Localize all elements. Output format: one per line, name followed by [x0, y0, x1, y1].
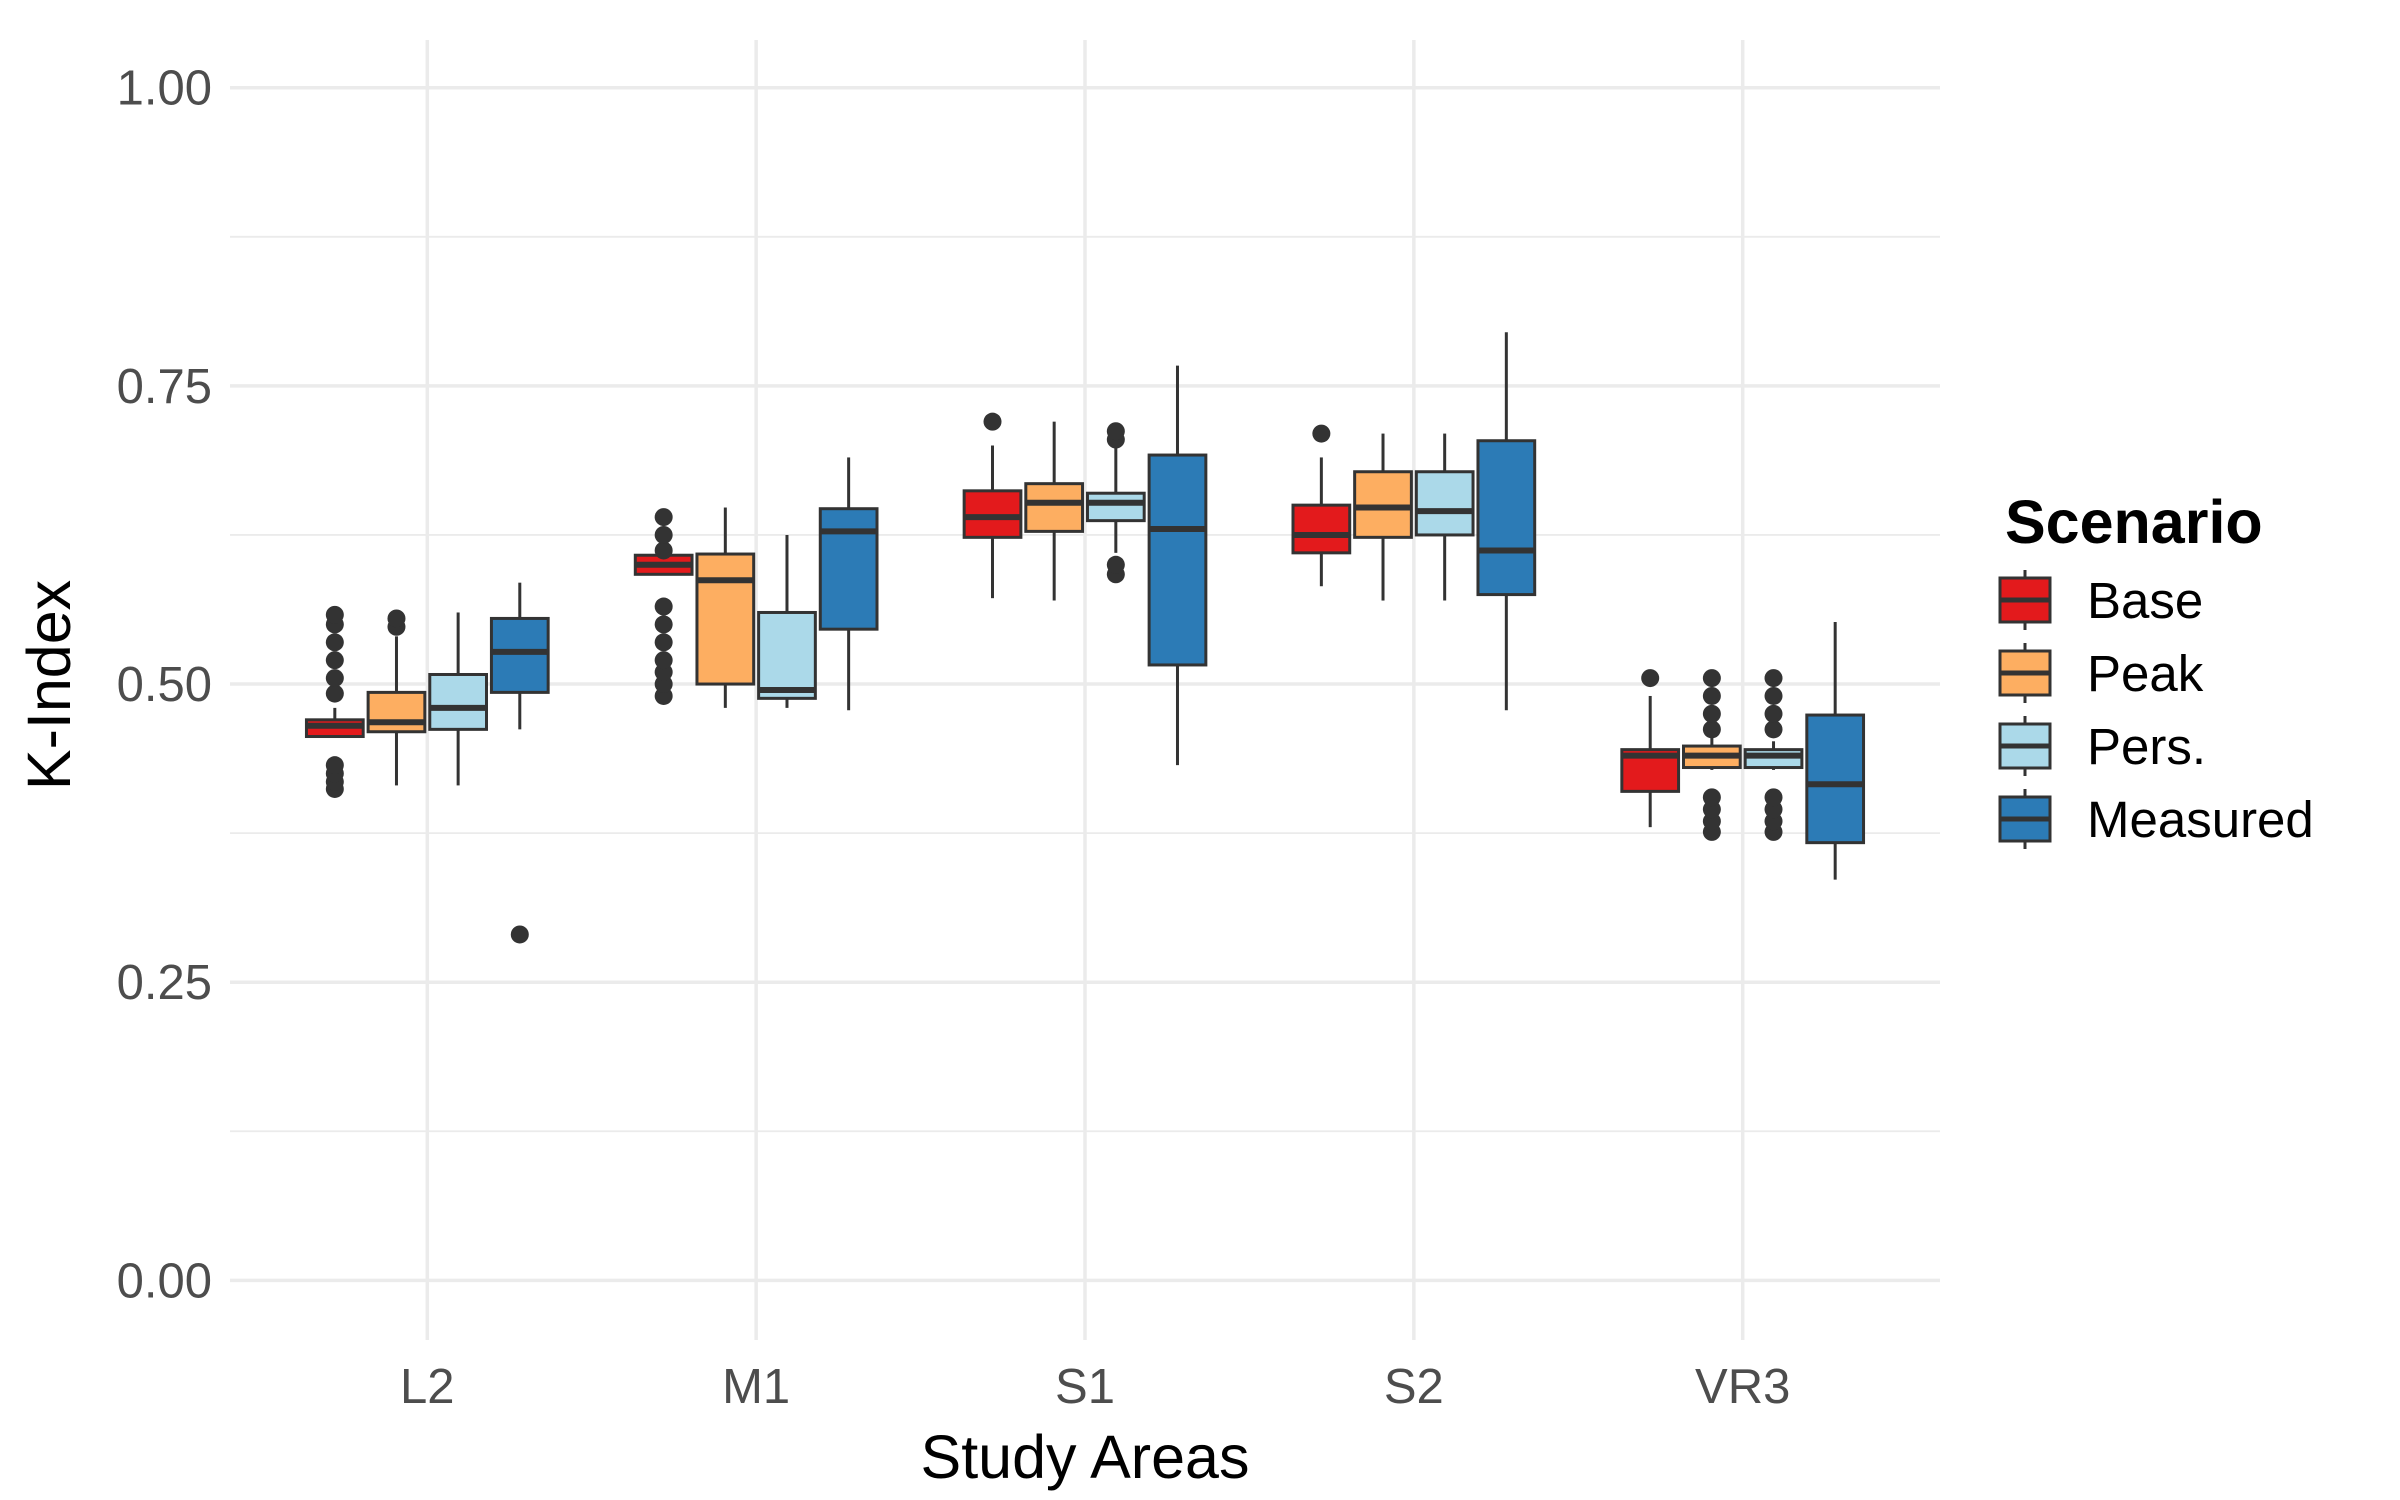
grid-lines	[230, 40, 1940, 1340]
outlier-point	[1764, 720, 1783, 739]
box-iqr	[757, 610, 817, 700]
outlier-point	[510, 925, 529, 944]
box-measured-s2	[1476, 332, 1537, 711]
outlier-point	[654, 525, 673, 544]
legend-item-base: Base	[1998, 570, 2203, 630]
y-tick-label: 0.00	[117, 1254, 212, 1308]
y-axis-title: K-Index	[15, 580, 83, 790]
box-measured-m1	[818, 457, 879, 711]
outlier-point	[654, 633, 673, 652]
x-axis-title: Study Areas	[921, 1423, 1250, 1491]
outlier-point	[1702, 788, 1721, 807]
outlier-point	[1702, 720, 1721, 739]
box-iqr	[1085, 491, 1146, 523]
x-tick-label: L2	[400, 1360, 455, 1414]
outlier-point	[654, 651, 673, 670]
box-measured-vr3	[1805, 622, 1866, 880]
y-tick-label: 0.50	[117, 658, 212, 712]
outlier-point	[325, 756, 344, 775]
box-peak-m1	[695, 507, 756, 708]
legend-items: Base Peak Pers. Measured	[1998, 570, 2314, 849]
box-iqr	[1476, 439, 1537, 597]
box-base-vr3	[1620, 669, 1681, 828]
legend: Scenario Base Peak Pers. Measured	[1998, 488, 2314, 849]
box-peak-s1	[1024, 421, 1085, 601]
y-tick-label: 1.00	[117, 62, 212, 116]
outlier-point	[983, 412, 1002, 431]
legend-item-pers: Pers.	[1998, 716, 2206, 776]
box-base-l2	[304, 605, 365, 798]
legend-item-measured: Measured	[1998, 789, 2314, 849]
outlier-point	[654, 615, 673, 634]
outlier-point	[1764, 704, 1783, 723]
legend-label: Measured	[2087, 791, 2314, 848]
outlier-point	[387, 609, 406, 628]
outlier-point	[1641, 669, 1660, 688]
legend-label: Peak	[2087, 645, 2204, 702]
outlier-point	[325, 633, 344, 652]
y-axis-tick-labels: 0.00 0.25 0.50 0.75 1.00	[117, 62, 212, 1309]
outlier-point	[654, 597, 673, 616]
outlier-point	[1312, 424, 1331, 443]
box-pers-vr3	[1743, 669, 1804, 841]
outlier-point	[1764, 788, 1783, 807]
outlier-point	[325, 669, 344, 688]
x-tick-label: S1	[1055, 1360, 1115, 1414]
box-base-m1	[633, 508, 694, 705]
outlier-point	[325, 605, 344, 624]
box-pers-s1	[1085, 422, 1146, 584]
box-iqr	[818, 507, 879, 631]
outlier-point	[1702, 686, 1721, 705]
box-iqr	[1147, 453, 1208, 667]
y-tick-label: 0.25	[117, 956, 212, 1010]
box-measured-l2	[489, 582, 550, 944]
outlier-point	[325, 651, 344, 670]
x-tick-label: VR3	[1695, 1360, 1790, 1414]
box-measured-s1	[1147, 365, 1208, 766]
outlier-point	[1106, 555, 1125, 574]
box-iqr	[1414, 470, 1475, 537]
outlier-point	[654, 541, 673, 560]
x-axis-tick-labels: L2 M1 S1 S2 VR3	[400, 1360, 1790, 1414]
box-pers-l2	[428, 612, 489, 786]
box-iqr	[489, 616, 550, 694]
legend-title: Scenario	[2005, 488, 2263, 556]
box-iqr	[1805, 713, 1866, 845]
legend-label: Base	[2087, 572, 2203, 629]
x-tick-label: M1	[722, 1360, 790, 1414]
box-iqr	[366, 690, 427, 734]
legend-item-peak: Peak	[1998, 643, 2204, 703]
outlier-point	[1106, 422, 1125, 441]
box-pers-m1	[757, 534, 817, 708]
outlier-point	[325, 684, 344, 703]
box-base-s2	[1291, 424, 1352, 587]
box-iqr	[428, 672, 489, 731]
outlier-point	[1764, 669, 1783, 688]
y-tick-label: 0.75	[117, 360, 212, 414]
legend-label: Pers.	[2087, 718, 2206, 775]
box-peak-s2	[1353, 433, 1413, 601]
outlier-point	[1764, 686, 1783, 705]
box-plots	[304, 332, 1866, 944]
box-iqr	[1291, 503, 1352, 555]
box-peak-l2	[366, 609, 427, 786]
box-base-s1	[962, 412, 1023, 599]
outlier-point	[654, 508, 673, 527]
box-peak-vr3	[1682, 669, 1742, 841]
box-iqr	[695, 552, 756, 686]
box-pers-s2	[1414, 433, 1475, 601]
box-iqr	[1024, 482, 1085, 533]
outlier-point	[1702, 704, 1721, 723]
outlier-point	[1702, 669, 1721, 688]
x-tick-label: S2	[1384, 1360, 1444, 1414]
